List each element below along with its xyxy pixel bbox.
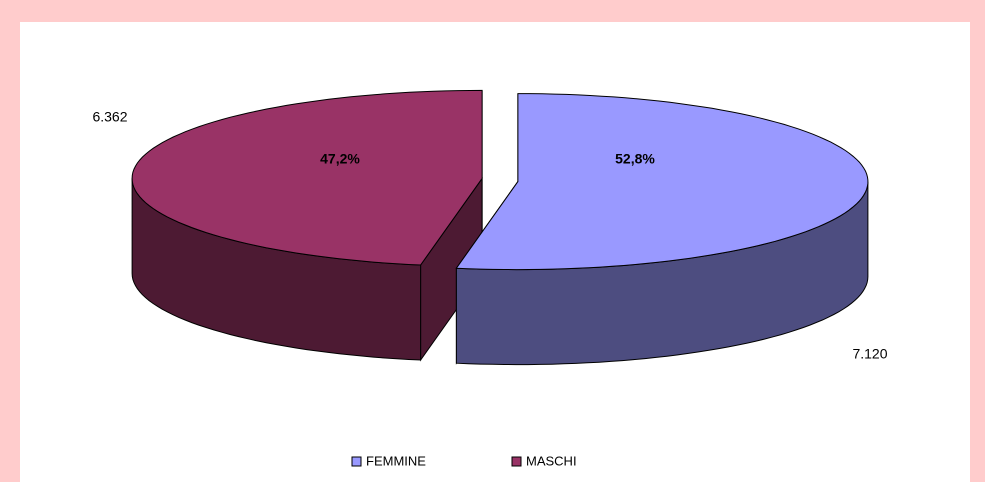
value-label: 7.120 — [852, 346, 887, 362]
slice — [455, 93, 869, 271]
percent-label: 47,2% — [320, 151, 360, 167]
slice — [131, 89, 483, 266]
value-label: 6.362 — [92, 109, 127, 125]
legend-label: MASCHI — [526, 453, 577, 468]
legend-swatch — [511, 456, 522, 467]
legend-label: FEMMINE — [366, 453, 426, 468]
percent-label: 52,8% — [615, 151, 655, 167]
legend-swatch — [351, 456, 362, 467]
